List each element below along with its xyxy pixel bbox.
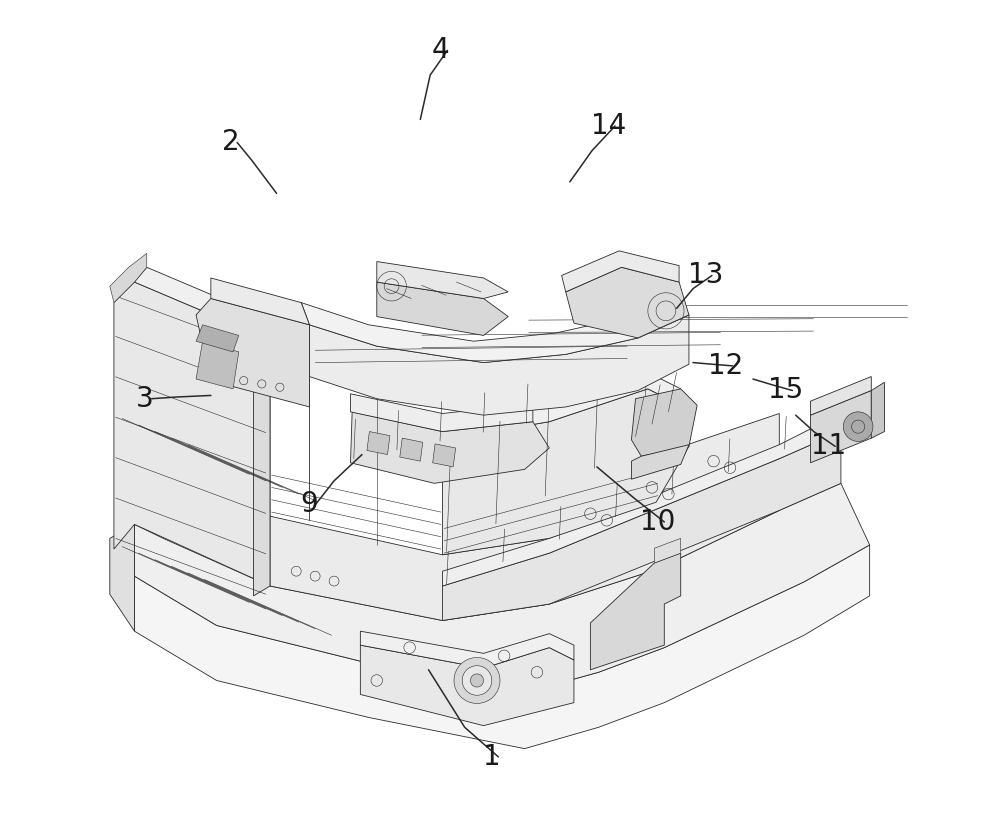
Polygon shape xyxy=(442,389,689,555)
Circle shape xyxy=(462,666,492,696)
Polygon shape xyxy=(134,483,870,693)
Text: 9: 9 xyxy=(301,490,318,518)
Polygon shape xyxy=(134,545,870,748)
Circle shape xyxy=(843,412,873,442)
Text: 2: 2 xyxy=(222,128,239,156)
Polygon shape xyxy=(301,297,689,362)
Polygon shape xyxy=(196,325,239,352)
Polygon shape xyxy=(134,267,282,340)
Polygon shape xyxy=(110,253,147,303)
Polygon shape xyxy=(377,282,508,336)
Polygon shape xyxy=(360,631,574,668)
Text: 1: 1 xyxy=(483,743,501,771)
Text: 3: 3 xyxy=(136,385,154,413)
Polygon shape xyxy=(367,432,390,455)
Text: 12: 12 xyxy=(708,351,744,380)
Polygon shape xyxy=(360,645,574,725)
Polygon shape xyxy=(114,282,270,586)
Text: 15: 15 xyxy=(768,376,803,404)
Polygon shape xyxy=(110,524,134,631)
Polygon shape xyxy=(309,315,689,415)
Polygon shape xyxy=(871,382,884,438)
Polygon shape xyxy=(254,340,270,596)
Polygon shape xyxy=(631,445,689,479)
Polygon shape xyxy=(442,372,681,440)
Polygon shape xyxy=(654,538,681,563)
Polygon shape xyxy=(442,414,841,586)
Polygon shape xyxy=(196,342,239,389)
Polygon shape xyxy=(631,389,697,457)
Text: 13: 13 xyxy=(688,261,723,289)
Polygon shape xyxy=(433,444,456,467)
Text: 14: 14 xyxy=(591,112,626,140)
Text: 4: 4 xyxy=(432,36,450,65)
Polygon shape xyxy=(377,261,508,299)
Polygon shape xyxy=(196,299,309,407)
Polygon shape xyxy=(590,553,681,670)
Polygon shape xyxy=(211,278,309,325)
Text: 11: 11 xyxy=(811,433,846,461)
Polygon shape xyxy=(562,251,679,292)
Text: 10: 10 xyxy=(640,508,675,536)
Polygon shape xyxy=(549,414,779,538)
Circle shape xyxy=(470,674,484,687)
Polygon shape xyxy=(811,376,871,415)
Polygon shape xyxy=(350,394,533,432)
Polygon shape xyxy=(811,390,871,463)
Polygon shape xyxy=(442,432,841,620)
Circle shape xyxy=(454,657,500,704)
Polygon shape xyxy=(400,438,423,461)
Polygon shape xyxy=(350,412,549,483)
Polygon shape xyxy=(566,267,689,338)
Polygon shape xyxy=(270,447,779,620)
